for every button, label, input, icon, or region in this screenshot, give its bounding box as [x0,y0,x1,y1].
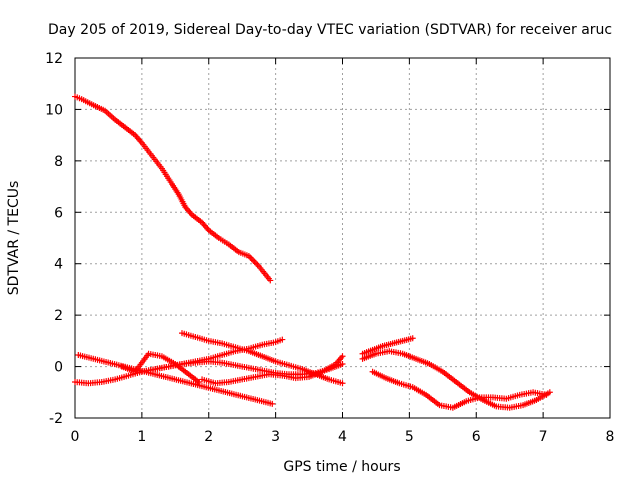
x-axis-ticks: 0 1 2 3 4 5 6 7 8 [71,58,615,445]
chart-title: Day 205 of 2019, Sidereal Day-to-day VTE… [48,22,612,38]
x-tick-label: 4 [338,429,347,445]
x-tick-label: 0 [71,429,80,445]
y-tick-label: 8 [54,154,63,170]
data-point-arc-high-decline [254,261,261,268]
y-tick-label: 12 [45,51,63,67]
grid-lines [75,58,610,418]
x-tick-label: 3 [271,429,280,445]
data-point-arc-high-decline [267,277,274,284]
y-tick-label: -2 [49,411,63,427]
data-point-arc-flat-early [339,361,346,367]
data-point-arc-late-hump [546,389,553,396]
x-tick-label: 2 [204,429,213,445]
data-point-arc-high-decline [248,255,255,262]
data-point-arc-high-decline [250,257,257,264]
data-point-arc-high-decline [253,260,260,267]
x-tick-label: 6 [472,429,481,445]
x-tick-label: 8 [606,429,615,445]
data-point-arc-late-rising [409,335,416,342]
y-tick-label: 0 [54,360,63,376]
x-tick-label: 1 [137,429,146,445]
data-point-arc-rising-mid [279,336,286,343]
data-point-arc-late-dip [543,391,550,398]
y-tick-label: 4 [54,257,63,273]
data-point-arc-descending-mid [339,380,346,387]
data-point-isolated-points [269,400,276,407]
data-points [72,93,553,411]
x-tick-label: 7 [539,429,548,445]
y-axis-label: SDTVAR / TECUs [6,181,22,296]
x-axis-label: GPS time / hours [283,459,400,475]
y-axis-ticks: -2 0 2 4 6 8 10 12 [45,51,610,427]
data-point-arc-hump-early [195,379,202,385]
data-point-arc-low-mid [339,353,346,360]
y-tick-label: 10 [45,102,63,118]
x-tick-label: 5 [405,429,414,445]
y-tick-label: 2 [54,308,63,324]
y-tick-label: 6 [54,205,63,221]
